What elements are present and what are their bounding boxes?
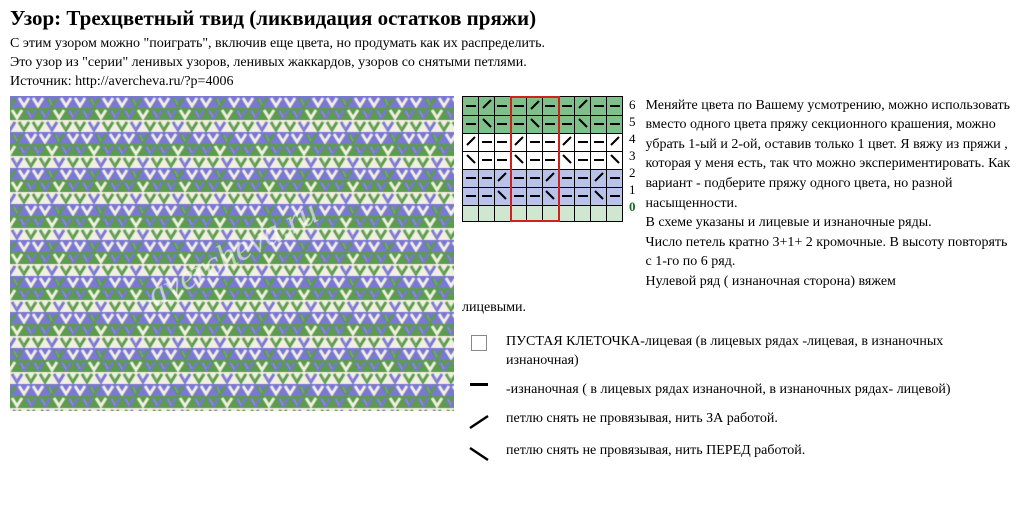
description-tail: лицевыми. [462,298,1014,318]
knit-photo: avercheva.ru [10,96,454,411]
intro-text: С этим узором можно "поиграть", включив … [10,35,1014,92]
right-column: 6543210 Меняйте цвета по Вашему усмотрен… [462,96,1014,474]
legend: ПУСТАЯ КЛЕТОЧКА-лицевая (в лицевых рядах… [462,333,1014,474]
legend-symbol [462,333,496,351]
legend-row: петлю снять не провязывая, нить ЗА работ… [462,410,1014,432]
legend-row: петлю снять не провязывая, нить ПЕРЕД ра… [462,442,1014,464]
main-row: avercheva.ru 6543210 Меняйте цвета по Ва… [10,96,1014,474]
chart-row-numbers: 6543210 [627,96,636,215]
legend-text: ПУСТАЯ КЛЕТОЧКА-лицевая (в лицевых рядах… [506,333,1014,371]
legend-text: петлю снять не провязывая, нить ПЕРЕД ра… [506,442,805,461]
chart-wrap: 6543210 [462,96,636,223]
description-text: Меняйте цвета по Вашему усмотрению, можн… [646,96,1015,292]
legend-row: ПУСТАЯ КЛЕТОЧКА-лицевая (в лицевых рядах… [462,333,1014,371]
stitch-chart [462,96,623,223]
legend-symbol [462,410,496,432]
legend-text: -изнаночная ( в лицевых рядах изнаночной… [506,381,951,400]
page-title: Узор: Трехцветный твид (ликвидация остат… [10,6,1014,31]
legend-symbol [462,442,496,464]
legend-row: -изнаночная ( в лицевых рядах изнаночной… [462,381,1014,400]
legend-text: петлю снять не провязывая, нить ЗА работ… [506,410,778,429]
legend-symbol [462,381,496,386]
